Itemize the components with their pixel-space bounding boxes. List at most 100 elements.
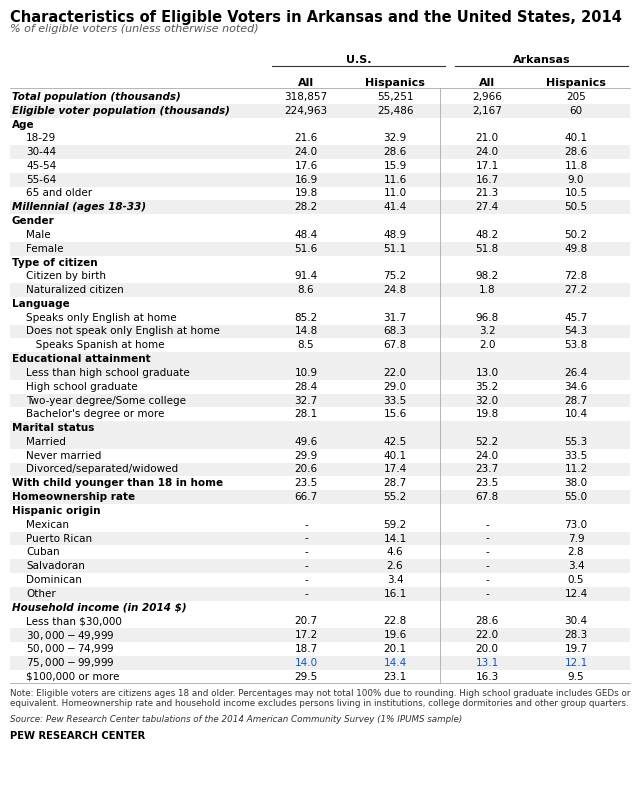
Text: 3.4: 3.4	[387, 575, 403, 585]
Text: 29.5: 29.5	[294, 671, 317, 682]
Text: 17.1: 17.1	[476, 161, 499, 171]
Text: 51.1: 51.1	[383, 244, 406, 254]
Text: 12.4: 12.4	[564, 589, 588, 598]
Text: Gender: Gender	[12, 216, 55, 226]
Text: Language: Language	[12, 299, 70, 309]
Text: 21.0: 21.0	[476, 133, 499, 143]
Text: 13.0: 13.0	[476, 368, 499, 378]
Text: 28.7: 28.7	[383, 478, 406, 489]
Text: 14.4: 14.4	[383, 658, 406, 668]
Text: 51.8: 51.8	[476, 244, 499, 254]
Bar	[10, 159, 630, 173]
Bar	[10, 532, 630, 545]
Text: 11.0: 11.0	[383, 188, 406, 199]
Text: 45-54: 45-54	[26, 161, 56, 171]
Bar	[10, 366, 630, 380]
Text: 28.3: 28.3	[564, 630, 588, 640]
Text: -: -	[304, 561, 308, 571]
Bar	[10, 242, 630, 256]
Text: 20.7: 20.7	[294, 616, 317, 626]
Bar	[10, 614, 630, 628]
Text: 28.6: 28.6	[383, 147, 406, 157]
Text: High school graduate: High school graduate	[26, 382, 138, 392]
Text: 55.2: 55.2	[383, 492, 406, 502]
Bar	[10, 145, 630, 159]
Text: 18.7: 18.7	[294, 644, 317, 654]
Text: All: All	[479, 78, 495, 88]
Text: Citizen by birth: Citizen by birth	[26, 272, 106, 281]
Text: 55-64: 55-64	[26, 175, 56, 185]
Text: 14.1: 14.1	[383, 533, 406, 544]
Text: 20.6: 20.6	[294, 465, 317, 474]
Text: 60: 60	[570, 106, 582, 115]
Text: 2,167: 2,167	[472, 106, 502, 115]
Bar	[10, 490, 630, 504]
Text: 48.9: 48.9	[383, 230, 406, 240]
Text: 19.8: 19.8	[476, 409, 499, 419]
Text: Other: Other	[26, 589, 56, 598]
Text: 52.2: 52.2	[476, 437, 499, 447]
Bar	[10, 131, 630, 145]
Text: 19.7: 19.7	[564, 644, 588, 654]
Text: 205: 205	[566, 92, 586, 102]
Text: Cuban: Cuban	[26, 547, 60, 557]
Text: 31.7: 31.7	[383, 312, 406, 323]
Text: 29.0: 29.0	[383, 382, 406, 392]
Text: With child younger than 18 in home: With child younger than 18 in home	[12, 478, 223, 489]
Bar	[10, 173, 630, 187]
Bar	[10, 517, 630, 532]
Text: 23.7: 23.7	[476, 465, 499, 474]
Text: 9.0: 9.0	[568, 175, 584, 185]
Text: 45.7: 45.7	[564, 312, 588, 323]
Text: 50.2: 50.2	[564, 230, 588, 240]
Bar	[10, 642, 630, 656]
Bar	[10, 297, 630, 311]
Text: Dominican: Dominican	[26, 575, 82, 585]
Bar	[10, 559, 630, 573]
Text: 23.1: 23.1	[383, 671, 406, 682]
Text: Hispanics: Hispanics	[365, 78, 425, 88]
Text: 54.3: 54.3	[564, 327, 588, 336]
Text: Hispanic origin: Hispanic origin	[12, 506, 100, 516]
Text: 48.4: 48.4	[294, 230, 317, 240]
Bar	[10, 324, 630, 338]
Text: 20.0: 20.0	[476, 644, 499, 654]
Text: 8.5: 8.5	[298, 340, 314, 350]
Text: Puerto Rican: Puerto Rican	[26, 533, 92, 544]
Text: 40.1: 40.1	[564, 133, 588, 143]
Bar	[10, 380, 630, 393]
Text: -: -	[304, 589, 308, 598]
Text: 53.8: 53.8	[564, 340, 588, 350]
Text: 24.8: 24.8	[383, 285, 406, 295]
Bar	[10, 504, 630, 517]
Text: Married: Married	[26, 437, 66, 447]
Text: Household income (in 2014 $): Household income (in 2014 $)	[12, 602, 187, 613]
Text: 21.3: 21.3	[476, 188, 499, 199]
Text: 68.3: 68.3	[383, 327, 406, 336]
Text: -: -	[304, 575, 308, 585]
Text: 55.0: 55.0	[564, 492, 588, 502]
Text: 30-44: 30-44	[26, 147, 56, 157]
Text: 24.0: 24.0	[294, 147, 317, 157]
Text: 10.9: 10.9	[294, 368, 317, 378]
Text: Naturalized citizen: Naturalized citizen	[26, 285, 124, 295]
Text: 41.4: 41.4	[383, 203, 406, 212]
Text: 33.5: 33.5	[564, 451, 588, 461]
Text: Age: Age	[12, 119, 35, 130]
Text: $50,000-$74,999: $50,000-$74,999	[26, 642, 115, 655]
Text: 50.5: 50.5	[564, 203, 588, 212]
Text: 73.0: 73.0	[564, 520, 588, 529]
Text: Marital status: Marital status	[12, 423, 94, 433]
Text: 67.8: 67.8	[476, 492, 499, 502]
Text: Characteristics of Eligible Voters in Arkansas and the United States, 2014: Characteristics of Eligible Voters in Ar…	[10, 10, 622, 25]
Text: 29.9: 29.9	[294, 451, 317, 461]
Text: 16.3: 16.3	[476, 671, 499, 682]
Text: All: All	[298, 78, 314, 88]
Bar	[10, 284, 630, 297]
Text: 318,857: 318,857	[284, 92, 328, 102]
Text: 32.9: 32.9	[383, 133, 406, 143]
Text: 49.8: 49.8	[564, 244, 588, 254]
Text: Mexican: Mexican	[26, 520, 69, 529]
Text: 4.6: 4.6	[387, 547, 403, 557]
Text: 15.6: 15.6	[383, 409, 406, 419]
